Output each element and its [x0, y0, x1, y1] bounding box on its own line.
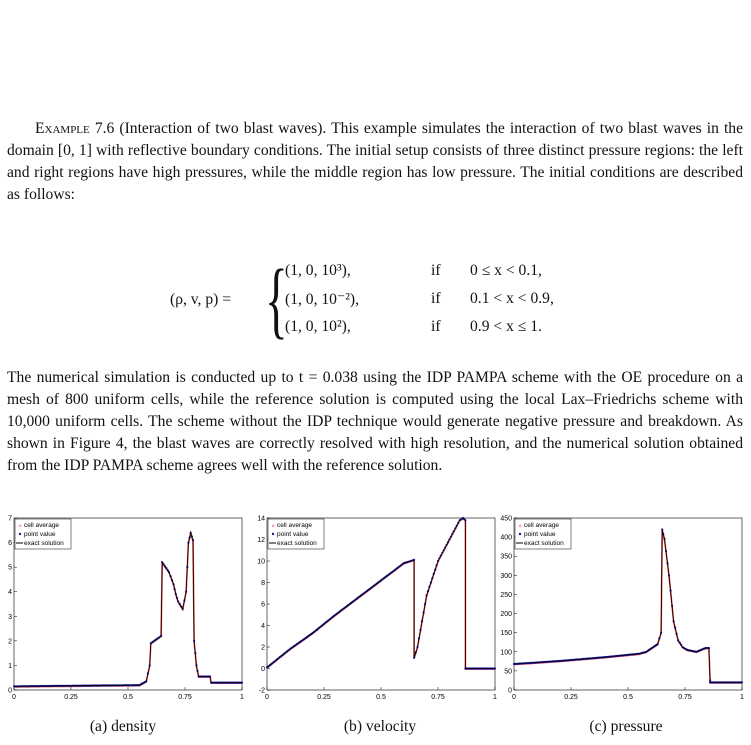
- y-tick-label: 100: [500, 649, 512, 656]
- legend-point-value-marker: [18, 532, 22, 536]
- y-tick-label: 250: [500, 592, 512, 599]
- x-tick-label: 1: [493, 694, 497, 701]
- x-tick-label: 0: [265, 694, 269, 701]
- y-tick-label: -2: [259, 688, 265, 695]
- y-tick-label: 4: [8, 589, 12, 596]
- y-tick-label: 14: [257, 516, 265, 523]
- legend-cell-average-marker: ∘: [518, 523, 522, 530]
- legend-label: exact solution: [524, 540, 564, 547]
- x-tick-label: 0: [512, 694, 516, 701]
- x-tick-label: 0.25: [317, 694, 331, 701]
- legend-box: [267, 518, 325, 550]
- legend: ∘ cell average point value exact solution: [14, 518, 72, 550]
- legend: ∘ cell average point value exact solution: [514, 518, 572, 550]
- y-tick-label: 200: [500, 611, 512, 618]
- legend-point-value-marker: [271, 532, 275, 536]
- y-tick-label: 6: [8, 540, 12, 547]
- y-tick-label: 0: [8, 688, 12, 695]
- exact-solution-line: [513, 529, 742, 683]
- initial-conditions-equation: (ρ, v, p) = { (1, 0, 10³), if 0 ≤ x < 0.…: [170, 256, 630, 342]
- left-brace: {: [265, 251, 288, 347]
- y-tick-label: 12: [257, 537, 265, 544]
- legend-cell-average-marker: ∘: [271, 523, 275, 530]
- pressure-chart: 0 0.25 0.5 0.75 1 0 50 100 150 200 250 300 350 400 450…: [500, 516, 744, 702]
- y-tick-label: 0: [261, 666, 265, 673]
- x-tick-label: 0.5: [123, 694, 133, 701]
- legend-box: [514, 518, 572, 550]
- y-tick-label: 0: [508, 688, 512, 695]
- case-if: if: [431, 290, 441, 307]
- x-tick-label: 0.25: [564, 694, 578, 701]
- legend-cell-average-marker: ∘: [18, 523, 22, 530]
- case-if: if: [431, 318, 441, 335]
- legend-label: cell average: [524, 522, 559, 529]
- x-tick-label: 0.25: [64, 694, 78, 701]
- caption-velocity: (b) velocity: [343, 718, 417, 735]
- equation-lhs: (ρ, v, p) =: [170, 291, 232, 308]
- legend-label: point value: [277, 531, 309, 538]
- case-value: (1, 0, 10³),: [285, 262, 351, 279]
- case-value: (1, 0, 10⁻²),: [285, 291, 359, 308]
- y-tick-label: 350: [500, 554, 512, 561]
- y-tick-label: 4: [261, 623, 265, 630]
- y-tick-label: 3: [8, 614, 12, 621]
- case-condition: 0 ≤ x < 0.1,: [470, 262, 542, 279]
- x-tick-label: 0.75: [678, 694, 692, 701]
- case-condition: 0.9 < x ≤ 1.: [470, 318, 542, 335]
- y-tick-label: 8: [261, 580, 265, 587]
- density-chart: 0 0.25 0.5 0.75 1 0 1 2 3 4 5 6 7 ∘ cell average point …: [8, 516, 244, 702]
- x-tick-label: 0.75: [431, 694, 445, 701]
- case-if: if: [431, 262, 441, 279]
- y-tick-label: 1: [8, 663, 12, 670]
- example-title: (Interaction of two blast waves).: [119, 120, 327, 137]
- y-tick-label: 5: [8, 565, 12, 572]
- case-value: (1, 0, 10²),: [285, 318, 351, 335]
- legend-label: point value: [524, 531, 556, 538]
- legend-label: exact solution: [24, 540, 64, 547]
- legend: ∘ cell average point value exact solution: [267, 518, 325, 550]
- x-tick-label: 1: [740, 694, 744, 701]
- y-tick-label: 2: [261, 645, 265, 652]
- example-paragraph: Example 7.6 (Interaction of two blast wa…: [7, 118, 743, 206]
- y-tick-label: 450: [500, 516, 512, 523]
- x-tick-label: 0.5: [376, 694, 386, 701]
- y-tick-label: 400: [500, 535, 512, 542]
- x-tick-label: 1: [240, 694, 244, 701]
- legend-label: exact solution: [277, 540, 317, 547]
- y-tick-label: 7: [8, 516, 12, 523]
- x-tick-label: 0.75: [178, 694, 192, 701]
- legend-label: cell average: [277, 522, 312, 529]
- x-tick-label: 0.5: [623, 694, 633, 701]
- exact-solution-line: [266, 517, 495, 669]
- caption-density: (a) density: [89, 718, 157, 735]
- y-tick-label: 6: [261, 602, 265, 609]
- case-condition: 0.1 < x < 0.9,: [470, 290, 554, 307]
- exact-solution-line: [13, 531, 242, 687]
- example-label: Example 7.6: [35, 120, 115, 137]
- y-tick-label: 50: [504, 668, 512, 675]
- legend-label: cell average: [24, 522, 59, 529]
- example-intro: This example simulates the interaction o…: [7, 120, 744, 203]
- results-paragraph: The numerical simulation is conducted up…: [7, 369, 743, 474]
- y-tick-label: 10: [257, 559, 265, 566]
- y-tick-label: 2: [8, 638, 12, 645]
- legend-point-value-marker: [518, 532, 522, 536]
- caption-pressure: (c) pressure: [589, 718, 663, 735]
- y-tick-label: 150: [500, 630, 512, 637]
- legend-box: [14, 518, 72, 550]
- x-tick-label: 0: [12, 694, 16, 701]
- legend-label: point value: [24, 531, 56, 538]
- y-tick-label: 300: [500, 573, 512, 580]
